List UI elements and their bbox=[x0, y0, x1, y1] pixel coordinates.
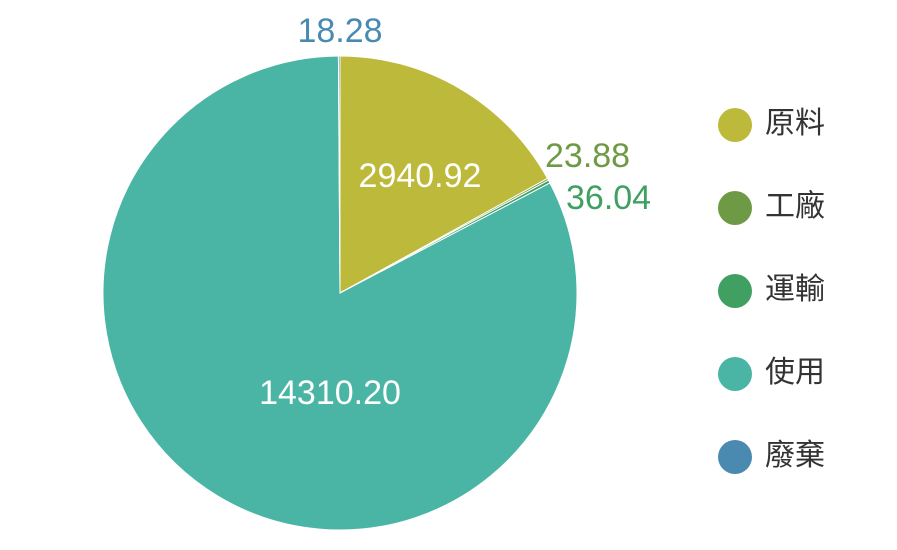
legend-label: 運輸 bbox=[765, 273, 825, 306]
data-label: 2940.92 bbox=[359, 157, 482, 195]
data-label: 14310.20 bbox=[259, 374, 401, 412]
data-label: 36.04 bbox=[566, 179, 651, 217]
legend-marker bbox=[718, 191, 752, 225]
legend-label: 使用 bbox=[765, 356, 825, 389]
pie-slice bbox=[339, 55, 549, 294]
legend-marker bbox=[718, 357, 752, 391]
legend-label: 工廠 bbox=[765, 190, 825, 223]
legend-marker bbox=[718, 108, 752, 142]
data-label: 23.88 bbox=[545, 137, 630, 175]
legend-marker bbox=[718, 440, 752, 474]
legend-label: 原料 bbox=[765, 107, 825, 140]
legend-label: 廢棄 bbox=[765, 439, 825, 472]
data-label: 18.28 bbox=[297, 12, 382, 50]
legend-marker bbox=[718, 274, 752, 308]
pie-slice bbox=[102, 55, 578, 531]
pie-slice bbox=[337, 55, 341, 294]
